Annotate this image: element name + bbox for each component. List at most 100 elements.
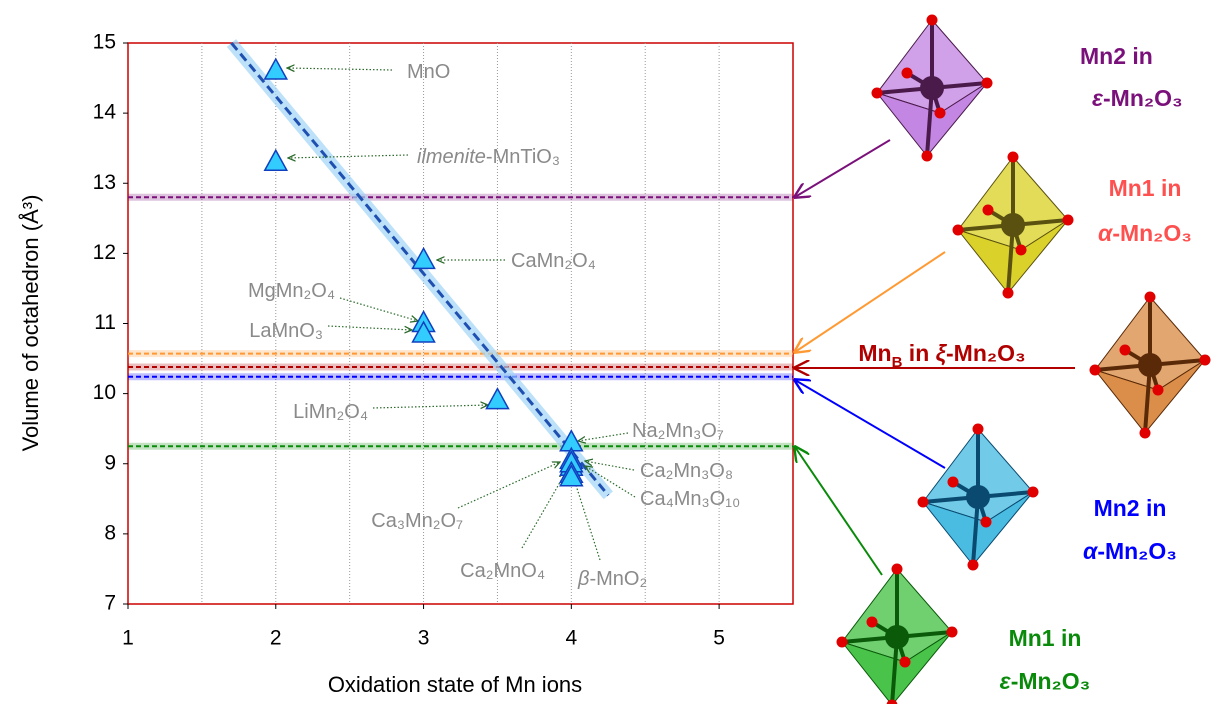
label-part: Ca₄Mn₃O₁₀ [640, 488, 740, 510]
label: Mn1 in [1109, 175, 1182, 201]
label: CaMn₂O₄ [511, 250, 596, 272]
octahedron [953, 152, 1074, 299]
label-part: Mn1 in [1109, 175, 1182, 201]
leader [373, 405, 488, 408]
oxygen [935, 108, 946, 119]
oxygen [973, 424, 984, 435]
label: Ca₄Mn₃O₁₀ [640, 488, 740, 510]
label-part: MnO [407, 61, 450, 83]
label: LaMnO₃ [249, 320, 323, 342]
label: MnO [407, 61, 450, 83]
y-tick-label: 12 [93, 241, 116, 264]
oxygen [1145, 292, 1156, 303]
oxygen [918, 497, 929, 508]
oxygen [1028, 487, 1039, 498]
label-part: ilmenite [417, 146, 486, 168]
label: ilmenite-MnTiO₃ [417, 146, 560, 168]
oxygen [1008, 152, 1019, 163]
leader [288, 155, 408, 158]
mn-atom [1001, 213, 1025, 237]
mn-atom [966, 485, 990, 509]
label-part: Mn2 in [1094, 495, 1167, 521]
label-part: CaMn₂O₄ [511, 250, 596, 272]
oxygen [872, 88, 883, 99]
point [265, 150, 287, 170]
x-tick-label: 4 [565, 627, 577, 650]
label-part: -Mn₂O₃ [946, 340, 1026, 366]
oxygen [1063, 215, 1074, 226]
arrow [795, 140, 890, 197]
label: Ca₃Mn₂O₇ [371, 510, 463, 532]
oxygen [922, 151, 933, 162]
x-tick-label: 1 [122, 627, 134, 650]
label: LiMn₂O₄ [293, 401, 368, 423]
y-tick-label: 7 [104, 592, 116, 615]
label: Na₂Mn₃O₇ [632, 420, 724, 442]
arrow [795, 380, 945, 468]
octahedron [918, 424, 1039, 571]
leader [287, 68, 392, 70]
y-tick-label: 11 [94, 311, 116, 334]
arrow [795, 447, 882, 575]
y-tick-label: 8 [104, 521, 116, 544]
y-tick-label: 14 [93, 101, 117, 124]
arrow [795, 252, 945, 352]
oxygen [968, 560, 979, 571]
oxygen [982, 78, 993, 89]
oxygen [867, 617, 878, 628]
label: ε-Mn₂O₃ [1000, 668, 1091, 694]
oxygen [1016, 245, 1027, 256]
oxygen [837, 637, 848, 648]
label-part: Mn [858, 340, 891, 366]
octahedron [837, 564, 958, 704]
y-tick-label: 9 [104, 451, 116, 474]
oxygen [1003, 288, 1014, 299]
label: Ca₂Mn₃O₈ [640, 460, 733, 482]
x-tick-label: 2 [270, 627, 282, 650]
label: Ca₂MnO₄ [460, 560, 545, 582]
label-part: -Mn₂O₃ [1011, 668, 1091, 694]
octahedron [1090, 292, 1211, 439]
y-tick-label: 13 [93, 171, 116, 194]
oxygen [983, 205, 994, 216]
oxygen [953, 225, 964, 236]
label-part: -Mn₂O₃ [1097, 538, 1177, 564]
oxygen [927, 15, 938, 26]
label-part: Ca₂MnO₄ [460, 560, 545, 582]
label-part: -MnTiO₃ [486, 146, 560, 168]
label-part: LaMnO₃ [249, 320, 323, 342]
label-part: Mn1 in [1009, 625, 1082, 651]
x-axis-label: Oxidation state of Mn ions [328, 672, 582, 697]
x-tick-label: 5 [713, 627, 725, 650]
label-part: -Mn₂O₃ [1103, 85, 1183, 111]
leader [328, 326, 412, 330]
label-part: Ca₂Mn₃O₈ [640, 460, 733, 482]
leader [522, 472, 566, 548]
label: ε-Mn₂O₃ [1092, 85, 1183, 111]
oxygen [902, 68, 913, 79]
label: MgMn₂O₄ [248, 280, 335, 302]
x-tick-label: 3 [418, 627, 430, 650]
label: α-Mn₂O₃ [1098, 220, 1192, 246]
label-part: LiMn₂O₄ [293, 401, 368, 423]
label-part: -MnO₂ [589, 568, 647, 590]
label-part: Ca₃Mn₂O₇ [371, 510, 463, 532]
oxygen [981, 517, 992, 528]
label-part: MgMn₂O₄ [248, 280, 335, 302]
oxygen [1090, 365, 1101, 376]
y-tick-label: 10 [93, 381, 116, 404]
oxygen [1200, 355, 1211, 366]
label-part: -Mn₂O₃ [1112, 220, 1192, 246]
mn-atom [920, 76, 944, 100]
point [486, 389, 508, 409]
label-part: Mn2 in [1080, 43, 1153, 69]
oxygen [892, 564, 903, 575]
label: β-MnO₂ [577, 568, 647, 590]
label: Mn1 in [1009, 625, 1082, 651]
leader [340, 298, 418, 321]
leader [578, 433, 628, 441]
chart: Oxidation state of Mn ions Volume of oct… [0, 0, 1221, 704]
oxygen [1153, 385, 1164, 396]
y-axis-label: Volume of octahedron (Å³) [18, 195, 43, 452]
label: MnB in ξ-Mn₂O₃ [858, 340, 1025, 371]
